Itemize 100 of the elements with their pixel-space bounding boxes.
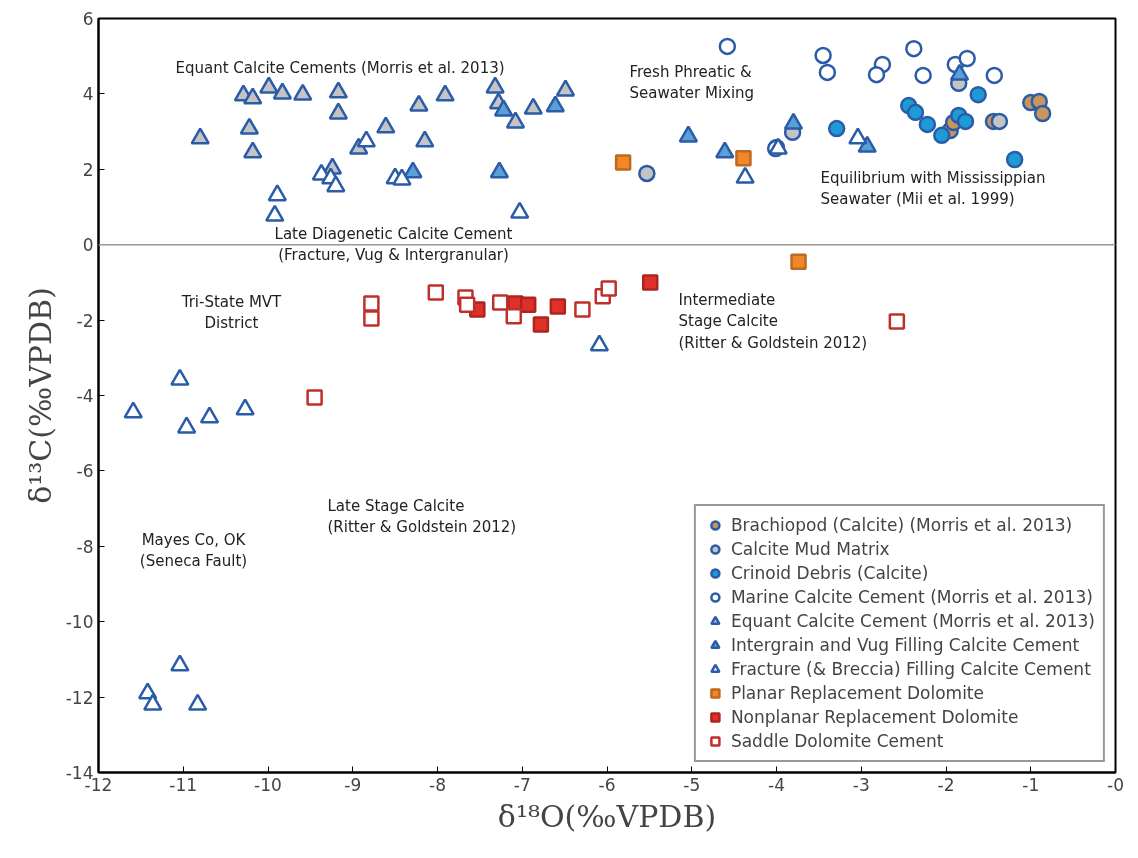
point xyxy=(409,94,429,112)
annotation: Equant Calcite Cements (Morris et al. 2013) xyxy=(175,58,505,77)
point xyxy=(857,135,877,153)
point xyxy=(458,296,476,313)
point xyxy=(638,164,656,183)
legend-label: Calcite Mud Matrix xyxy=(730,538,890,560)
point xyxy=(235,398,255,416)
point xyxy=(142,693,163,711)
point xyxy=(328,81,349,99)
point xyxy=(555,79,576,97)
point xyxy=(614,154,632,171)
point xyxy=(239,117,260,135)
point xyxy=(718,37,737,56)
legend-label: Fracture (& Breccia) Filling Calcite Cement xyxy=(730,658,1091,680)
point xyxy=(187,693,208,711)
y-tick-label: -6 xyxy=(76,461,94,482)
legend-label: Equant Calcite Cement (Morris et al. 2013) xyxy=(730,610,1095,632)
point xyxy=(956,112,975,131)
annotation: Tri-State MVT District xyxy=(180,292,283,333)
point xyxy=(735,166,755,184)
y-tick-label: 0 xyxy=(82,235,94,256)
x-tick-label: -7 xyxy=(513,774,531,795)
x-tick-label: -2 xyxy=(937,774,955,795)
point xyxy=(1005,150,1024,169)
point xyxy=(363,295,380,312)
point xyxy=(505,111,526,129)
point xyxy=(848,127,868,145)
y-tick-label: -10 xyxy=(65,612,94,633)
point xyxy=(259,76,279,94)
point xyxy=(170,368,190,386)
point xyxy=(600,280,617,297)
point xyxy=(1033,104,1052,123)
y-tick-label: 6 xyxy=(82,9,94,29)
annotation: Mayes Co, OK (Seneca Fault) xyxy=(139,530,248,571)
legend-label: Saddle Dolomite Cement xyxy=(730,730,944,752)
point xyxy=(415,130,435,148)
point xyxy=(328,102,349,120)
point xyxy=(242,87,263,105)
y-tick-label: 4 xyxy=(82,84,94,105)
x-tick-label: -6 xyxy=(598,774,616,795)
point xyxy=(509,201,530,219)
point xyxy=(491,294,509,311)
y-tick-label: -2 xyxy=(76,310,94,331)
point xyxy=(545,95,566,113)
point xyxy=(306,389,323,406)
point xyxy=(392,168,412,186)
point xyxy=(272,82,293,100)
point xyxy=(435,84,455,102)
point xyxy=(363,310,380,327)
point xyxy=(783,112,804,130)
legend-label: Crinoid Debris (Calcite) xyxy=(730,562,929,584)
point xyxy=(523,97,544,115)
point xyxy=(170,654,190,672)
legend-label: Nonplanar Replacement Dolomite xyxy=(730,706,1019,728)
point xyxy=(790,253,807,270)
point xyxy=(293,83,313,101)
x-tick-label: -5 xyxy=(683,774,701,795)
point xyxy=(242,141,263,159)
point xyxy=(549,298,567,315)
point xyxy=(532,316,550,333)
legend-label: Planar Replacement Dolomite xyxy=(730,682,984,704)
point xyxy=(933,126,951,145)
point xyxy=(918,115,937,134)
point xyxy=(818,63,837,82)
point xyxy=(589,334,610,352)
point xyxy=(403,161,423,179)
point xyxy=(949,63,970,81)
y-tick-label: -8 xyxy=(76,536,94,557)
point xyxy=(493,99,514,117)
point xyxy=(641,274,659,291)
point xyxy=(427,284,445,301)
point xyxy=(267,184,288,202)
annotation: Equilibrium with Mississippian Seawater (Mii et al. 1999) xyxy=(820,168,1046,209)
y-tick-label: -12 xyxy=(65,687,94,708)
point xyxy=(958,49,976,68)
point xyxy=(190,127,210,145)
point xyxy=(326,175,346,193)
x-tick-label: -3 xyxy=(852,774,870,795)
point xyxy=(905,39,923,58)
x-tick-label: -10 xyxy=(254,774,282,795)
point xyxy=(735,150,752,167)
point xyxy=(888,313,906,330)
point xyxy=(199,406,220,424)
y-axis-title: δ¹³C(‰VPDB) xyxy=(22,287,58,504)
point xyxy=(906,103,925,122)
point xyxy=(814,46,832,65)
point xyxy=(123,401,143,419)
point xyxy=(990,112,1009,131)
x-axis-title: δ¹⁸O(‰VPDB) xyxy=(497,798,717,834)
point xyxy=(519,296,537,313)
point xyxy=(356,130,377,148)
x-tick-label: -1 xyxy=(1022,774,1040,795)
annotation: Intermediate Stage Calcite (Ritter & Goldstein 2012) xyxy=(678,290,868,352)
x-tick-label: -8 xyxy=(429,774,446,795)
point xyxy=(505,308,523,325)
annotation: Late Diagenetic Calcite Cement (Fracture, Vug & Intergranular) xyxy=(274,224,513,265)
point xyxy=(265,204,285,222)
annotation: Late Stage Calcite (Ritter & Goldstein 2012) xyxy=(327,496,517,537)
point xyxy=(485,76,505,94)
legend-label: Marine Calcite Cement (Morris et al. 2013) xyxy=(730,586,1093,608)
